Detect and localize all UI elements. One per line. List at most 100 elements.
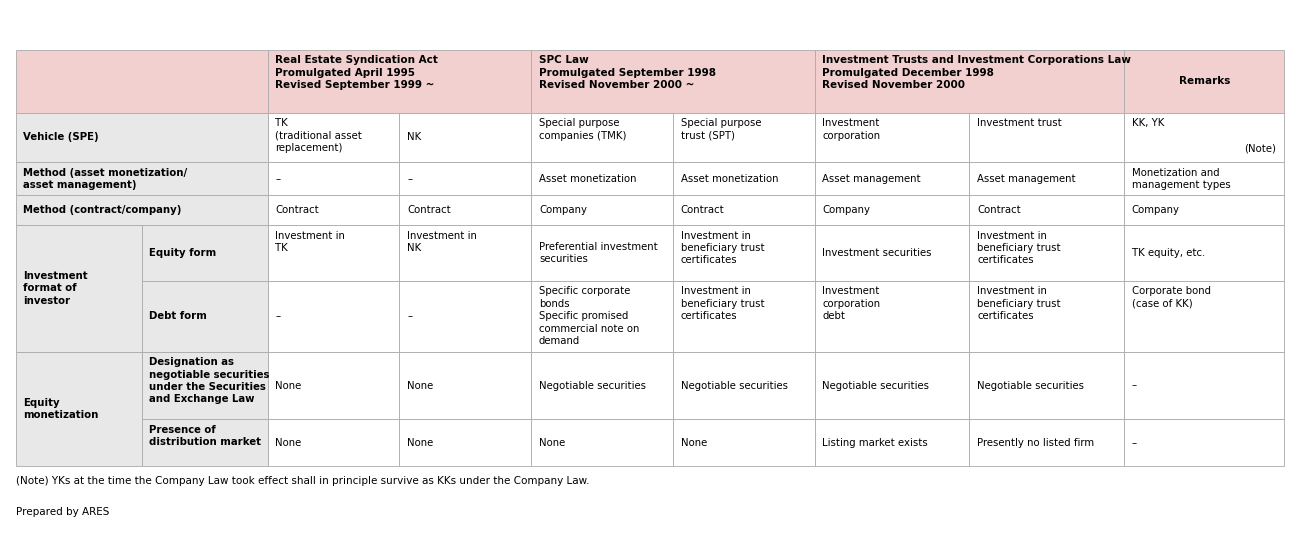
Bar [673, 281, 815, 352]
Bar [1124, 162, 1284, 195]
Bar [970, 195, 1124, 225]
Text: Investment
format of
investor: Investment format of investor [23, 271, 88, 306]
Bar [532, 420, 673, 466]
Text: TK
(traditional asset
replacement): TK (traditional asset replacement) [276, 118, 363, 153]
Bar [815, 225, 970, 281]
Bar [673, 195, 815, 225]
Text: Presence of
distribution market: Presence of distribution market [150, 425, 261, 447]
Bar [16, 50, 268, 113]
Text: Investment in
NK: Investment in NK [407, 231, 477, 253]
Text: –: – [407, 311, 412, 321]
Text: Equity form: Equity form [150, 248, 217, 258]
Text: –: – [1132, 438, 1138, 448]
Text: –: – [407, 174, 412, 184]
Bar [532, 162, 673, 195]
Bar [815, 281, 970, 352]
Text: Investment trust: Investment trust [978, 118, 1062, 128]
Bar [268, 162, 399, 195]
Text: Contract: Contract [681, 205, 724, 215]
Bar [16, 195, 268, 225]
Bar [815, 162, 970, 195]
Bar [815, 113, 970, 162]
Bar [532, 352, 673, 420]
Text: (Note): (Note) [1244, 144, 1277, 154]
Bar [268, 113, 399, 162]
Bar [268, 281, 399, 352]
Bar [142, 225, 268, 281]
Text: Presently no listed firm: Presently no listed firm [978, 438, 1095, 448]
Bar [399, 352, 532, 420]
Text: Asset monetization: Asset monetization [540, 174, 637, 184]
Text: Company: Company [540, 205, 586, 215]
Bar [532, 50, 815, 113]
Text: Company: Company [1132, 205, 1180, 215]
Bar [142, 420, 268, 466]
Text: Contract: Contract [978, 205, 1021, 215]
Bar [399, 281, 532, 352]
Text: Contract: Contract [407, 205, 451, 215]
Bar [532, 195, 673, 225]
Text: Designation as
negotiable securities
under the Securities
and Exchange Law: Designation as negotiable securities und… [150, 357, 270, 405]
Bar [673, 162, 815, 195]
Bar [1124, 50, 1284, 113]
Text: Company: Company [823, 205, 871, 215]
Bar [268, 352, 399, 420]
Text: (Note) YKs at the time the Company Law took effect shall in principle survive as: (Note) YKs at the time the Company Law t… [16, 476, 589, 486]
Bar [673, 225, 815, 281]
Text: None: None [407, 380, 433, 391]
Bar [16, 225, 142, 352]
Bar [673, 352, 815, 420]
Text: Contract: Contract [276, 205, 320, 215]
Bar [1124, 225, 1284, 281]
Text: Asset monetization: Asset monetization [681, 174, 779, 184]
Bar [1124, 420, 1284, 466]
Bar [970, 162, 1124, 195]
Text: Monetization and
management types: Monetization and management types [1132, 168, 1231, 190]
Text: Special purpose
trust (SPT): Special purpose trust (SPT) [681, 118, 762, 141]
Bar [1124, 281, 1284, 352]
Text: Asset management: Asset management [978, 174, 1076, 184]
Text: Specific corporate
bonds
Specific promised
commercial note on
demand: Specific corporate bonds Specific promis… [540, 286, 640, 346]
Bar [399, 195, 532, 225]
Bar [532, 225, 673, 281]
Text: Investment in
beneficiary trust
certificates: Investment in beneficiary trust certific… [978, 286, 1061, 321]
Text: None: None [540, 438, 566, 448]
Text: Remarks: Remarks [1179, 76, 1230, 86]
Text: Method (asset monetization/
asset management): Method (asset monetization/ asset manage… [23, 168, 187, 190]
Bar [970, 113, 1124, 162]
Bar [815, 195, 970, 225]
Bar [399, 420, 532, 466]
Text: –: – [276, 311, 281, 321]
Text: Negotiable securities: Negotiable securities [540, 380, 646, 391]
Bar [815, 420, 970, 466]
Bar [970, 352, 1124, 420]
Text: Special purpose
companies (TMK): Special purpose companies (TMK) [540, 118, 627, 141]
Text: Listing market exists: Listing market exists [823, 438, 928, 448]
Text: Investment in
beneficiary trust
certificates: Investment in beneficiary trust certific… [978, 231, 1061, 266]
Bar [673, 113, 815, 162]
Bar [532, 281, 673, 352]
Text: NK: NK [407, 132, 421, 142]
Text: Asset management: Asset management [823, 174, 922, 184]
Bar [16, 352, 142, 466]
Text: –: – [1132, 380, 1138, 391]
Text: Corporate bond
(case of KK): Corporate bond (case of KK) [1132, 286, 1210, 309]
Text: Real Estate Syndication Act
Promulgated April 1995
Revised September 1999 ~: Real Estate Syndication Act Promulgated … [276, 55, 438, 90]
Bar [399, 225, 532, 281]
Text: Preferential investment
securities: Preferential investment securities [540, 242, 658, 264]
Bar [268, 225, 399, 281]
Bar [970, 281, 1124, 352]
Text: Investment in
TK: Investment in TK [276, 231, 346, 253]
Text: Investment in
beneficiary trust
certificates: Investment in beneficiary trust certific… [681, 286, 764, 321]
Text: Investment securities: Investment securities [823, 248, 932, 258]
Bar [532, 113, 673, 162]
Text: Negotiable securities: Negotiable securities [978, 380, 1084, 391]
Bar [142, 352, 268, 420]
Text: None: None [276, 438, 302, 448]
Text: Negotiable securities: Negotiable securities [823, 380, 929, 391]
Text: KK, YK: KK, YK [1132, 118, 1165, 128]
Text: None: None [681, 438, 707, 448]
Bar [16, 113, 268, 162]
Bar [1124, 352, 1284, 420]
Bar [268, 195, 399, 225]
